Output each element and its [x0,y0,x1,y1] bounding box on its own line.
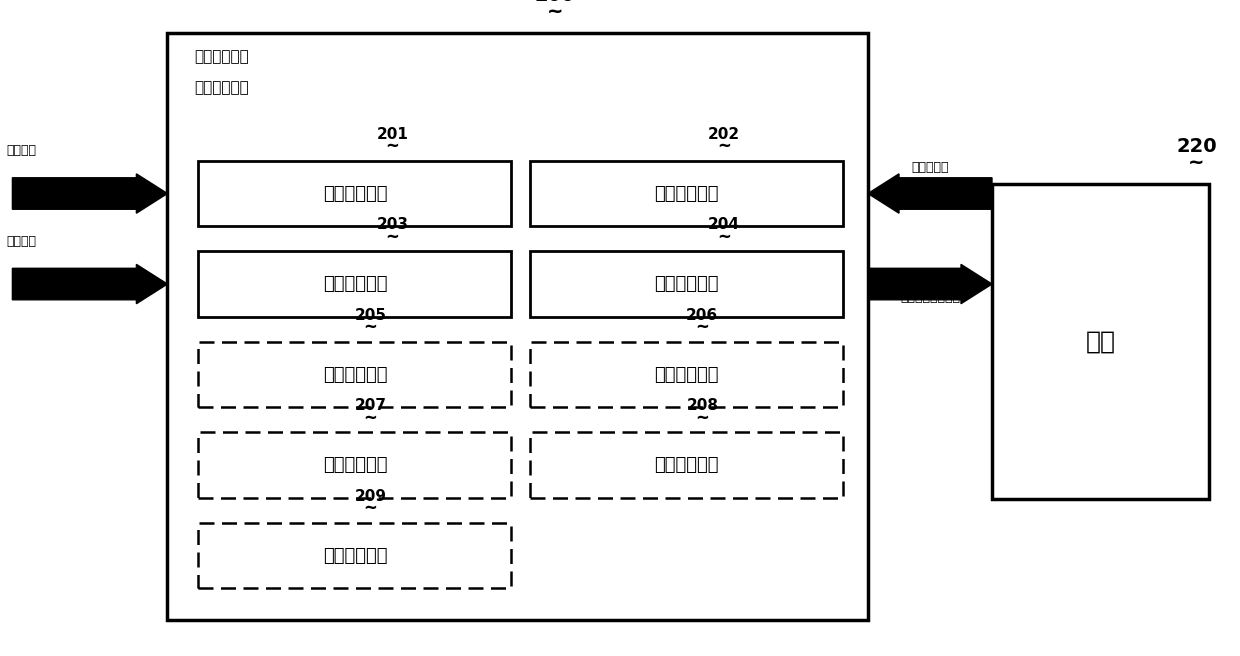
Bar [992,184,1209,499]
Bar [198,251,511,317]
Text: 201: 201 [377,127,408,142]
Text: 经选择的当前订单: 经选择的当前订单 [900,291,960,304]
Text: 第五确定装置: 第五确定装置 [322,546,387,565]
Polygon shape [12,174,167,213]
Text: 第四确定装置: 第四确定装置 [655,456,719,474]
Polygon shape [12,264,167,304]
Bar [198,432,511,498]
Text: ~: ~ [386,137,399,155]
Text: 207: 207 [355,398,387,413]
Text: ~: ~ [696,409,709,426]
Text: 第一选择装置: 第一选择装置 [655,275,719,293]
Text: ~: ~ [363,409,377,426]
Text: 203: 203 [377,217,408,232]
Bar [531,251,843,317]
Text: 第三确定装置: 第三确定装置 [322,456,387,474]
Bar [531,432,843,498]
Text: ~: ~ [1188,153,1205,172]
Bar [531,342,843,407]
Bar [198,523,511,588]
Text: ~: ~ [696,318,709,336]
Text: 206: 206 [686,308,718,323]
Text: 备（服务器）: 备（服务器） [195,80,249,95]
Text: 第二确定装置: 第二确定装置 [322,365,387,384]
Polygon shape [868,264,992,304]
Text: 第二获取装置: 第二获取装置 [655,184,719,203]
Text: 202: 202 [708,127,740,142]
Text: 当前订单: 当前订单 [6,235,36,248]
Text: 200: 200 [534,0,575,5]
Text: ~: ~ [547,2,563,21]
Text: 第三获取装置: 第三获取装置 [655,365,719,384]
Bar [167,33,868,620]
Text: 第一确定装置: 第一确定装置 [322,275,387,293]
Text: 208: 208 [686,398,718,413]
Text: ~: ~ [717,137,732,155]
Text: 209: 209 [355,489,387,504]
Polygon shape [868,174,992,213]
Text: ~: ~ [363,318,377,336]
Text: ~: ~ [386,228,399,245]
Text: 204: 204 [708,217,740,232]
Text: 处理订单的设: 处理订单的设 [195,49,249,64]
Text: 用户: 用户 [1085,329,1116,353]
Text: ~: ~ [717,228,732,245]
Text: 220: 220 [1177,137,1216,156]
Text: 近期订单: 近期订单 [6,144,36,157]
Text: 205: 205 [355,308,387,323]
Bar [198,161,511,226]
Bar [198,342,511,407]
Text: 第一获取装置: 第一获取装置 [322,184,387,203]
Bar [531,161,843,226]
Text: ~: ~ [363,499,377,517]
Text: 用户的响应: 用户的响应 [911,161,949,174]
